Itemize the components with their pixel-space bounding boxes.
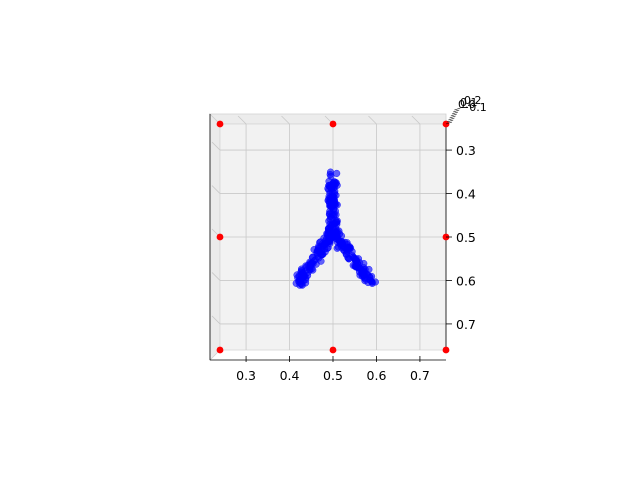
y-tick-label: 0.3 — [456, 143, 476, 158]
blue-data-point — [326, 239, 334, 247]
z-tick-mark — [448, 117, 455, 121]
z-tick-mark — [450, 113, 457, 117]
grid-lines — [211, 115, 446, 350]
z-tick-mark — [454, 107, 461, 111]
grid-line-y-side — [211, 185, 221, 194]
y-tick-label: 0.6 — [456, 273, 476, 288]
blue-data-point — [365, 265, 373, 273]
blue-data-point — [324, 224, 332, 233]
z-tick-label: −0.1 — [460, 101, 487, 114]
blue-data-point — [343, 247, 351, 255]
red-data-point — [329, 346, 337, 354]
z-tick-label: 0.2 — [464, 94, 482, 107]
blue-data-point — [368, 272, 376, 280]
blue-data-point — [319, 250, 327, 258]
blue-data-point — [306, 260, 315, 268]
blue-data-point — [327, 197, 335, 205]
z-tick-label: 0.0 — [458, 98, 476, 111]
grid-line-x-top — [368, 115, 377, 125]
blue-data-point — [336, 230, 344, 238]
red-data-point — [442, 346, 450, 354]
blue-data-point — [350, 254, 358, 262]
blue-data-point — [302, 276, 310, 284]
grid-line-y-side — [211, 315, 221, 325]
blue-data-point — [328, 183, 336, 191]
grid-line-x-top — [411, 115, 421, 125]
tick-labels: 0.3 0.4 0.5 0.6 0.7 0.3 0.4 0.5 0.6 0.7 0.20.10.0−… — [236, 94, 487, 383]
x-tick-label: 0.4 — [280, 368, 300, 383]
blue-data-point — [295, 277, 303, 285]
z-tick-mark — [453, 109, 460, 113]
red-data-point — [216, 233, 224, 241]
grid-line-x-top — [237, 115, 247, 125]
grid-line-y-side — [211, 272, 221, 281]
blue-data-point — [317, 257, 325, 265]
blue-data-point — [326, 170, 334, 179]
z-tick-mark — [445, 121, 453, 125]
y-tick-label: 0.4 — [456, 187, 476, 202]
blue-data-point — [326, 215, 334, 223]
grid-line-y-side — [211, 141, 221, 151]
blue-data-point — [329, 231, 337, 239]
grid-line-x-top — [281, 115, 290, 125]
z-tick-mark — [447, 119, 454, 123]
z-tick-mark — [451, 111, 459, 115]
x-tick-label: 0.7 — [410, 368, 430, 383]
blue-data-point — [335, 237, 343, 245]
y-tick-label: 0.5 — [456, 230, 476, 245]
data-points — [216, 120, 450, 354]
red-data-point — [329, 120, 337, 128]
blue-data-point — [314, 247, 322, 255]
red-data-point — [216, 120, 224, 128]
z-tick-label: 0.1 — [460, 96, 478, 109]
z-tick-mark — [449, 115, 456, 119]
x-tick-label: 0.6 — [367, 368, 387, 383]
blue-data-point — [364, 278, 372, 287]
x-tick-label: 0.5 — [323, 368, 343, 383]
y-tick-label: 0.7 — [456, 317, 476, 332]
blue-data-point — [356, 271, 364, 279]
x-tick-label: 0.3 — [236, 368, 256, 383]
red-data-point — [216, 346, 224, 354]
